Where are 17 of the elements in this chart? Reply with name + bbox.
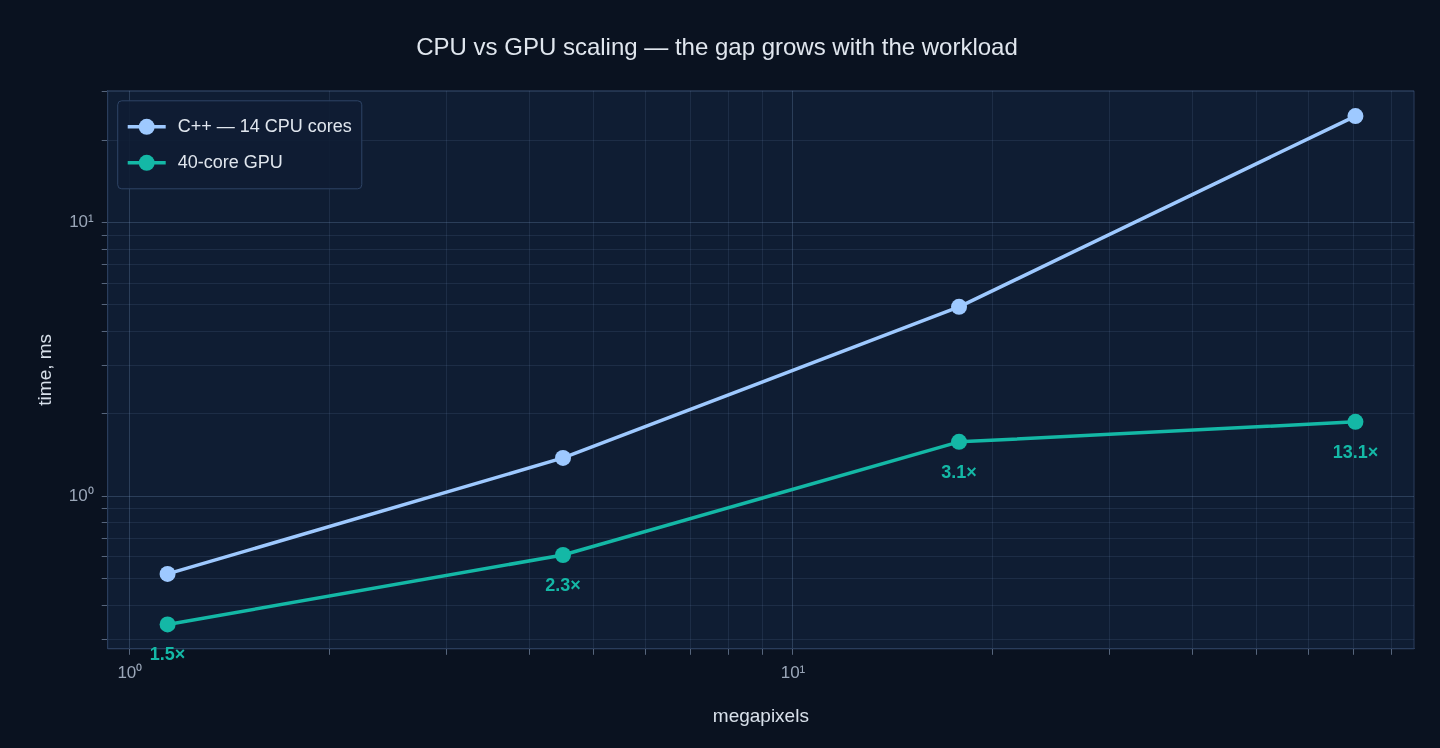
annotation: 3.1× [941,461,977,482]
point [951,433,968,450]
point [555,449,572,466]
point [1347,413,1364,430]
point [159,616,176,633]
point [1347,108,1364,125]
y-axis-title: time, ms [33,333,55,406]
point [555,546,572,563]
annotation: 2.3× [545,574,581,595]
annotation: 13.1× [1332,441,1379,462]
point [159,565,176,582]
legend-label: C++ — 14 CPU cores [177,115,352,136]
legend-label: 40-core GPU [177,151,283,172]
chart-title: CPU vs GPU scaling — the gap grows with the workload [416,33,1018,61]
annotation: 1.5× [149,644,186,665]
point [951,298,968,315]
x-axis-title: megapixels [712,704,809,726]
